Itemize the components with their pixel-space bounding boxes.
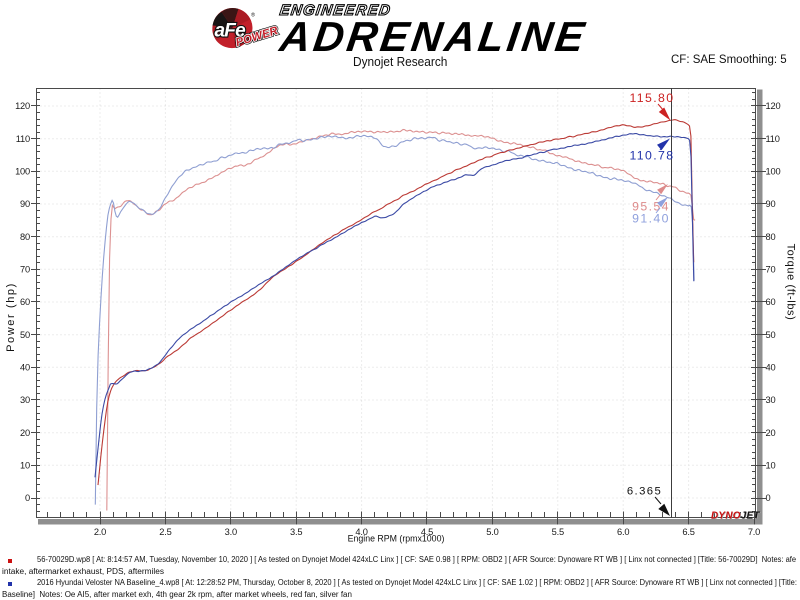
- svg-text:5.0: 5.0: [486, 527, 498, 537]
- svg-text:70: 70: [766, 265, 776, 275]
- svg-text:110: 110: [766, 134, 780, 144]
- svg-text:Torque (ft-lbs): Torque (ft-lbs): [785, 244, 797, 321]
- svg-text:120: 120: [15, 101, 30, 111]
- svg-text:2.0: 2.0: [94, 527, 106, 537]
- svg-text:50: 50: [766, 330, 776, 340]
- svg-text:110: 110: [16, 134, 30, 144]
- svg-text:Power (hp): Power (hp): [5, 282, 17, 352]
- svg-text:0: 0: [25, 493, 30, 503]
- svg-text:110.78: 110.78: [629, 149, 674, 163]
- svg-text:6.365: 6.365: [627, 486, 662, 498]
- svg-text:60: 60: [20, 297, 30, 307]
- svg-text:50: 50: [20, 330, 30, 340]
- svg-text:aFe: aFe: [215, 21, 247, 42]
- svg-text:3.5: 3.5: [290, 527, 302, 537]
- svg-text:120: 120: [766, 101, 781, 111]
- svg-text:3.0: 3.0: [225, 527, 237, 537]
- svg-text:5.5: 5.5: [552, 527, 564, 537]
- svg-text:4.0: 4.0: [355, 527, 367, 537]
- svg-text:90: 90: [20, 199, 30, 209]
- svg-text:10: 10: [766, 461, 776, 471]
- svg-text:6.5: 6.5: [682, 527, 694, 537]
- svg-text:115.80: 115.80: [629, 91, 674, 105]
- svg-text:70: 70: [20, 265, 30, 275]
- svg-text:100: 100: [766, 167, 781, 177]
- svg-text:®: ®: [251, 12, 255, 19]
- svg-text:60: 60: [766, 297, 776, 307]
- svg-text:80: 80: [20, 232, 30, 242]
- svg-text:0: 0: [766, 493, 771, 503]
- svg-text:100: 100: [15, 167, 30, 177]
- svg-text:20: 20: [20, 428, 30, 438]
- svg-text:4.5: 4.5: [421, 527, 433, 537]
- svg-text:30: 30: [20, 395, 30, 405]
- svg-text:40: 40: [20, 363, 30, 373]
- svg-text:90: 90: [766, 199, 776, 209]
- svg-text:DYNOJET: DYNOJET: [711, 511, 760, 522]
- svg-text:Engine RPM (rpmx1000): Engine RPM (rpmx1000): [348, 534, 445, 544]
- svg-text:DYNOJET: DYNOJET: [712, 511, 761, 522]
- svg-text:80: 80: [766, 232, 776, 242]
- svg-text:7.0: 7.0: [748, 527, 760, 537]
- svg-text:30: 30: [766, 395, 776, 405]
- svg-text:40: 40: [766, 363, 776, 373]
- svg-text:20: 20: [766, 428, 776, 438]
- svg-text:6.0: 6.0: [617, 527, 629, 537]
- svg-text:91.40: 91.40: [632, 212, 670, 226]
- svg-text:10: 10: [20, 461, 30, 471]
- svg-text:2.5: 2.5: [159, 527, 171, 537]
